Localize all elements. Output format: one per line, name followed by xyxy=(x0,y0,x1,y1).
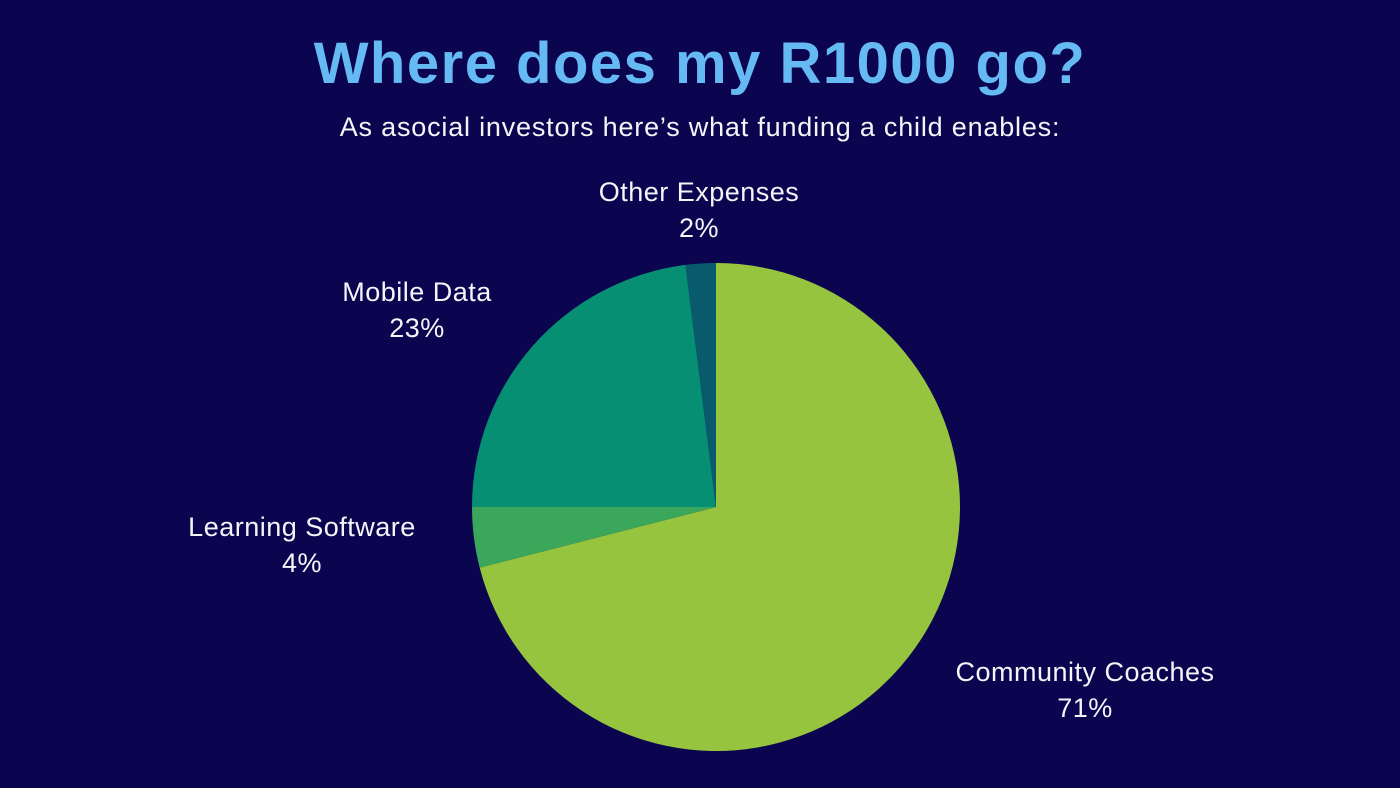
slice-percent: 4% xyxy=(281,548,323,578)
slice-label-other-expenses: Other Expenses 2% xyxy=(599,174,800,246)
slice-label-community-coaches: Community Coaches 71% xyxy=(955,654,1214,726)
slice-name: Community Coaches xyxy=(955,657,1215,687)
pie-slice-community-coaches xyxy=(479,263,961,751)
pie-chart-svg xyxy=(472,263,961,751)
slice-name: Other Expenses xyxy=(598,177,800,207)
slice-label-learning-software: Learning Software 4% xyxy=(188,509,416,581)
slice-name: Mobile Data xyxy=(342,277,492,307)
pie-slice-other-expenses xyxy=(685,263,716,507)
slice-name: Learning Software xyxy=(188,512,416,542)
slice-label-mobile-data: Mobile Data 23% xyxy=(342,274,492,346)
pie-slice-learning-software xyxy=(472,507,716,568)
slice-percent: 2% xyxy=(678,213,720,243)
slice-percent: 71% xyxy=(1057,693,1113,723)
page-subtitle: As asocial investors here’s what funding… xyxy=(339,112,1061,142)
slice-percent: 23% xyxy=(389,313,445,343)
page-title: Where does my R1000 go? xyxy=(313,31,1087,96)
pie-slice-mobile-data xyxy=(472,264,716,507)
